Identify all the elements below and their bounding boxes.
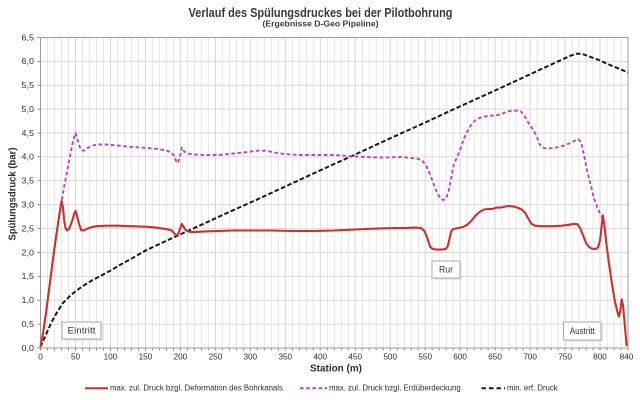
svg-text:2,5: 2,5	[22, 223, 35, 233]
svg-text:min. erf. Druck: min. erf. Druck	[507, 384, 558, 393]
svg-text:450: 450	[348, 353, 362, 362]
svg-text:5,5: 5,5	[22, 80, 35, 90]
svg-text:0,5: 0,5	[22, 319, 35, 329]
svg-text:5,0: 5,0	[22, 104, 35, 114]
svg-text:4,5: 4,5	[22, 128, 35, 138]
svg-text:250: 250	[209, 353, 223, 362]
svg-text:Rur: Rur	[439, 265, 453, 275]
svg-text:Verlauf des Spülungsdruckes be: Verlauf des Spülungsdruckes bei der Pilo…	[189, 5, 453, 20]
svg-text:300: 300	[243, 353, 257, 362]
svg-text:6,0: 6,0	[22, 56, 35, 66]
svg-text:200: 200	[174, 353, 188, 362]
svg-text:Austritt: Austritt	[570, 326, 595, 337]
svg-text:max. zul. Druck bzgl. Deformat: max. zul. Druck bzgl. Deformation des Bo…	[110, 384, 283, 393]
svg-text:0: 0	[38, 353, 43, 362]
svg-text:100: 100	[104, 353, 118, 362]
svg-text:Eintritt: Eintritt	[68, 326, 96, 337]
svg-text:6,5: 6,5	[22, 32, 35, 42]
svg-text:400: 400	[313, 353, 327, 362]
svg-text:840: 840	[620, 353, 634, 362]
svg-text:800: 800	[593, 353, 607, 362]
svg-text:550: 550	[418, 353, 432, 362]
svg-text:Spülungsdruck (bar): Spülungsdruck (bar)	[8, 148, 19, 241]
svg-text:3,5: 3,5	[22, 176, 35, 186]
svg-text:1,5: 1,5	[22, 271, 35, 281]
svg-text:(Ergebnisse D-Geo Pipeline): (Ergebnisse D-Geo Pipeline)	[263, 20, 379, 29]
svg-text:max. zul. Druck bzgl. Erdüberd: max. zul. Druck bzgl. Erdüberdeckung	[329, 384, 461, 393]
svg-text:0,0: 0,0	[22, 343, 35, 353]
svg-text:150: 150	[139, 353, 153, 362]
svg-text:4,0: 4,0	[22, 152, 35, 162]
svg-text:Station (m): Station (m)	[310, 363, 362, 375]
svg-text:600: 600	[453, 353, 467, 362]
svg-text:750: 750	[558, 353, 572, 362]
svg-text:1,0: 1,0	[22, 295, 35, 305]
svg-text:350: 350	[278, 353, 292, 362]
svg-text:3,0: 3,0	[22, 200, 35, 210]
svg-text:700: 700	[523, 353, 537, 362]
svg-text:50: 50	[71, 353, 81, 362]
svg-text:2,0: 2,0	[22, 247, 35, 257]
svg-text:650: 650	[488, 353, 502, 362]
svg-text:500: 500	[383, 353, 397, 362]
